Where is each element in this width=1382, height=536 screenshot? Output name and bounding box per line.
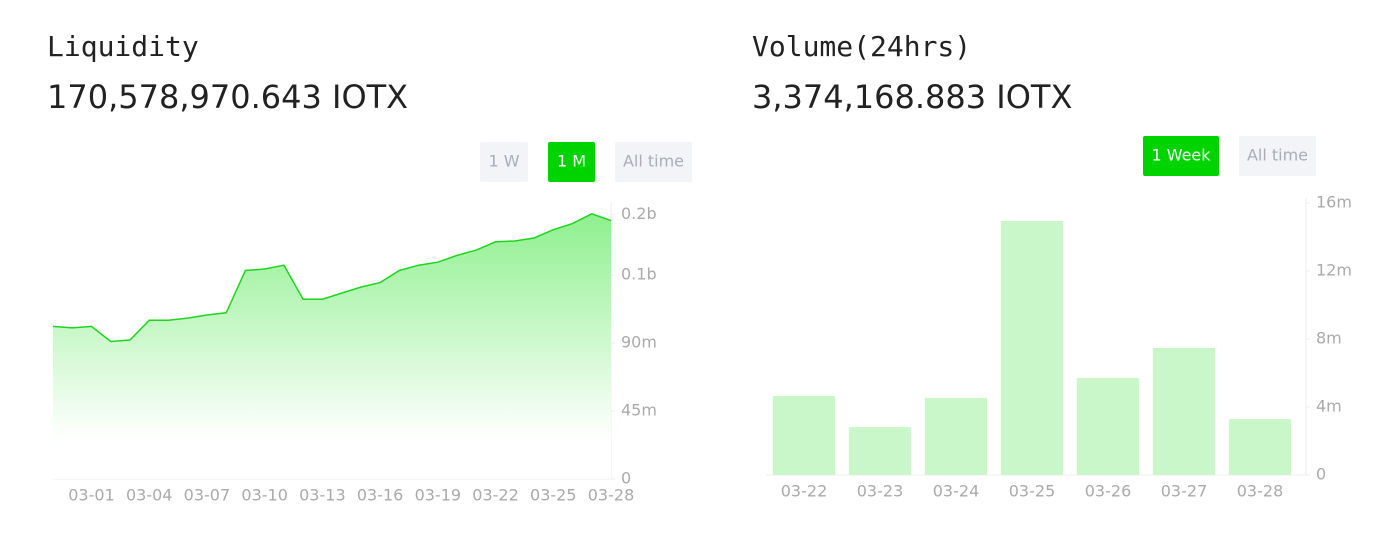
bar [1076, 377, 1140, 475]
line [52, 212, 612, 343]
range-button-label[interactable]: 1 Week [1151, 146, 1211, 165]
y-tick-label: 45m [621, 401, 657, 420]
bar [1152, 348, 1216, 475]
x-tick-label: 03-22 [781, 482, 828, 501]
x-tick-label: 03-19 [415, 486, 462, 505]
panel-value: 3,374,168.883 IOTX [752, 78, 1072, 116]
y-tick-label: 0.1b [621, 265, 657, 284]
bar [848, 427, 912, 475]
range-button-label[interactable]: 1 W [488, 152, 519, 171]
x-tick-label: 03-25 [1009, 482, 1056, 501]
y-tick-label: 0 [621, 469, 631, 488]
x-tick-label: 03-01 [68, 486, 115, 505]
bar [1000, 221, 1064, 475]
x-tick-label: 03-22 [472, 486, 519, 505]
panel-title: Volume(24hrs) [752, 30, 971, 63]
range-button[interactable] [1143, 136, 1219, 176]
y-tick-label: 8m [1316, 329, 1342, 348]
x-tick-label: 03-10 [241, 486, 288, 505]
range-button-label[interactable]: 1 M [557, 152, 586, 171]
x-tick-label: 03-13 [299, 486, 346, 505]
area [53, 213, 611, 480]
x-tick-label: 03-25 [530, 486, 577, 505]
bar [772, 395, 836, 475]
y-tick-label: 12m [1316, 261, 1352, 280]
range-button[interactable] [615, 142, 692, 182]
range-button-label[interactable]: All time [623, 152, 684, 171]
range-button-label[interactable]: All time [1247, 146, 1308, 165]
bar [924, 397, 988, 475]
y-tick-label: 90m [621, 333, 657, 352]
x-tick-label: 03-27 [1161, 482, 1208, 501]
range-button[interactable] [1239, 136, 1316, 176]
y-tick-label: 16m [1316, 193, 1352, 212]
x-tick-label: 03-24 [933, 482, 980, 501]
x-tick-label: 03-16 [357, 486, 404, 505]
panel-title: Liquidity [47, 30, 199, 63]
bar [1228, 419, 1292, 475]
x-tick-label: 03-26 [1085, 482, 1132, 501]
y-tick-label: 4m [1316, 397, 1342, 416]
panel-value: 170,578,970.643 IOTX [47, 78, 408, 116]
range-button[interactable] [548, 142, 595, 182]
x-tick-label: 03-28 [1237, 482, 1284, 501]
y-tick-label: 0 [1316, 465, 1326, 484]
x-tick-label: 03-07 [184, 486, 231, 505]
x-tick-label: 03-04 [126, 486, 173, 505]
y-tick-label: 0.2b [621, 204, 657, 223]
x-tick-label: 03-28 [588, 486, 635, 505]
range-button[interactable] [480, 142, 528, 182]
x-tick-label: 03-23 [857, 482, 904, 501]
